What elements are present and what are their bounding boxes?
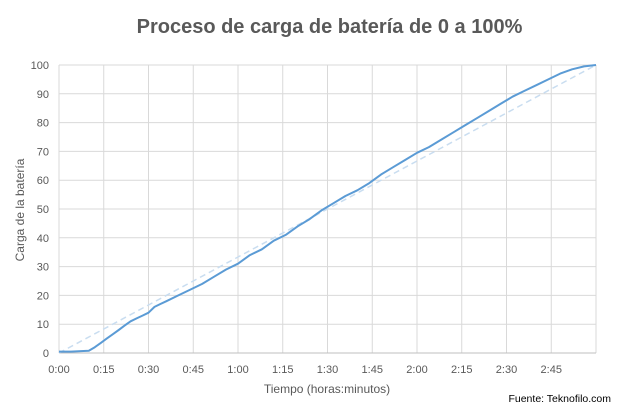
source-note: Fuente: Teknofilo.com [508, 393, 611, 405]
y-tick-label: 50 [37, 204, 49, 216]
y-tick-label: 60 [37, 175, 49, 187]
x-tick-label: 0:30 [138, 364, 159, 376]
y-tick-label: 80 [37, 118, 49, 130]
x-tick-label: 2:15 [451, 364, 472, 376]
reference-line [58, 64, 597, 354]
y-tick-label: 0 [43, 348, 49, 360]
y-tick-label: 90 [37, 89, 49, 101]
y-tick-label: 20 [37, 290, 49, 302]
charge-line [59, 64, 597, 353]
x-tick-label: 0:15 [93, 364, 114, 376]
y-tick-label: 70 [37, 146, 49, 158]
x-tick-label: 0:45 [183, 364, 204, 376]
y-axis-title: Carga de la batería [13, 158, 27, 261]
x-tick-label: 1:30 [317, 364, 338, 376]
y-tick-label: 100 [31, 60, 49, 72]
x-axis-title: Tiempo (horas:minutos) [264, 382, 390, 396]
x-tick-label: 1:15 [272, 364, 293, 376]
x-tick-label: 1:45 [362, 364, 383, 376]
chart-title: Proceso de carga de batería de 0 a 100% [136, 16, 523, 38]
x-tick-label: 2:30 [496, 364, 517, 376]
x-tick-label: 2:00 [406, 364, 427, 376]
x-tick-label: 0:00 [48, 364, 69, 376]
axes [58, 65, 596, 354]
y-tick-label: 40 [37, 233, 49, 245]
tick-labels: 0 10 20 30 40 50 60 70 80 90 100 0:00 0:15 0:30 0:45 1:… [31, 60, 562, 376]
series-layer [58, 64, 597, 354]
x-tick-label: 1:00 [227, 364, 248, 376]
y-tick-label: 10 [37, 319, 49, 331]
y-tick-label: 30 [37, 262, 49, 274]
x-tick-label: 2:45 [541, 364, 562, 376]
